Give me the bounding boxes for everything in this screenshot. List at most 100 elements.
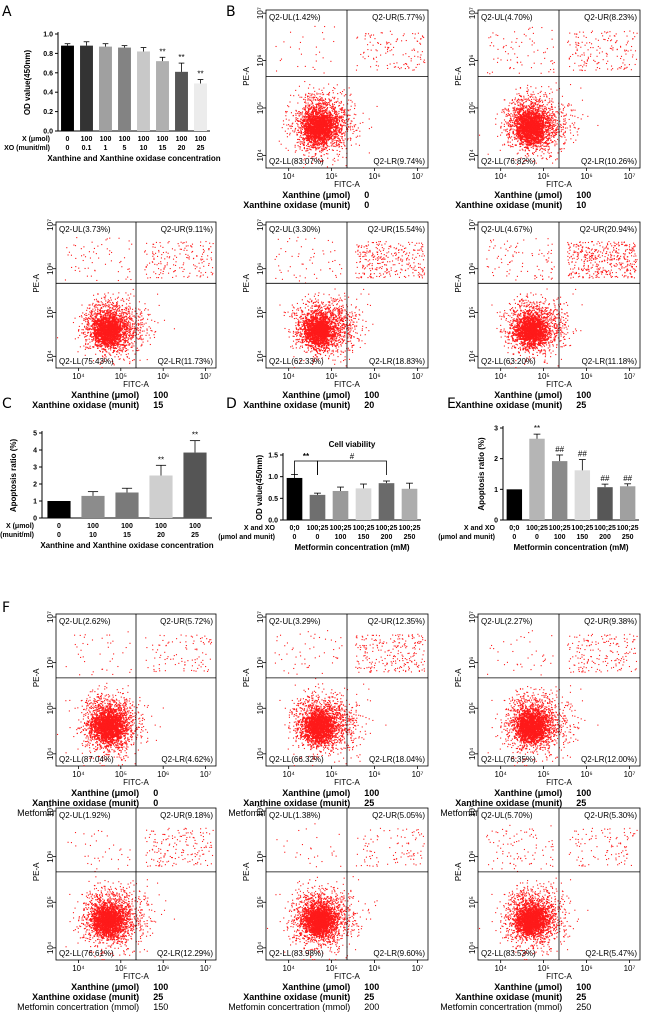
chart-a-xrow-label: 100 xyxy=(138,136,150,143)
flow-plot-3-q-ul: Q2-UL(3.73%) xyxy=(59,225,111,234)
flow-plot-4-caption-label: Xanthine (μmol) xyxy=(282,390,350,400)
chart-c-xorow-label: 0 xyxy=(57,532,61,539)
flow-plot-11-ytick-label: 10⁷ xyxy=(468,805,477,817)
flow-plot-9-caption-label: Metfomin concertration (mmol) xyxy=(17,1002,139,1012)
chart-a-xorow-label: 0.1 xyxy=(82,145,92,152)
chart-a-xorow-label: 10 xyxy=(140,145,148,152)
chart-e-significance: ## xyxy=(578,450,587,459)
flow-plot-8-ytick-label: 10⁶ xyxy=(468,657,477,669)
flow-plot-6-ylabel: PE-A xyxy=(32,668,41,687)
chart-a-xrow-label: 100 xyxy=(119,136,131,143)
chart-a-xorow-label: 1 xyxy=(104,145,108,152)
flow-plot-10-q-lr: Q2-LR(9.60%) xyxy=(373,949,425,958)
flow-plot-1-ylabel: PE-A xyxy=(242,66,251,85)
flow-plot-11-q-ll: Q2-LL(83.53%) xyxy=(481,949,536,958)
chart-a-xrow-label: 100 xyxy=(81,136,93,143)
flow-plot-10-caption-label: Xanthine (μmol) xyxy=(282,982,350,992)
flow-plot-9-xtick-label: 10⁶ xyxy=(157,964,169,973)
chart-e-xrow-label: 100;25 xyxy=(571,525,593,532)
flow-plot-8-q-ur: Q2-UR(9.38%) xyxy=(584,617,637,626)
flow-plot-8-xtick-label: 10⁵ xyxy=(538,770,550,779)
chart-d-xorow-label: 100 xyxy=(335,534,347,541)
flow-plot-11-caption-label: Xanthine oxidase (munit) xyxy=(455,992,562,1002)
flow-plot-7-ytick-label: 10⁷ xyxy=(256,611,265,623)
flow-plot-8-ylabel: PE-A xyxy=(454,668,463,687)
chart-e-xorow-label: 0 xyxy=(535,534,539,541)
flow-plot-2-caption-label: Xanthine (μmol) xyxy=(494,190,562,200)
chart-e-row-label: (μmol and munit) xyxy=(438,534,495,541)
flow-plot-2-q-lr: Q2-LR(10.26%) xyxy=(581,157,637,166)
flow-plot-6-q-ur: Q2-UR(5.72%) xyxy=(160,617,213,626)
flow-plot-9-events xyxy=(65,827,214,961)
flow-plot-7-q-ur: Q2-UR(12.35%) xyxy=(368,617,426,626)
flow-plot-4-caption-label: Xanthine oxidase (munit) xyxy=(243,400,350,410)
chart-a-ytick-label: 0.0 xyxy=(43,129,53,136)
chart-a-row-label: X (μmol) xyxy=(22,136,50,143)
flow-plot-2-q-ur: Q2-UR(8.23%) xyxy=(584,13,637,22)
chart-e-bar xyxy=(619,486,636,520)
flow-plot-1-q-ur: Q2-UR(5.77%) xyxy=(372,13,425,22)
chart-d-bracket xyxy=(317,460,387,475)
flow-plot-4-ytick-label: 10⁷ xyxy=(256,219,265,231)
flow-plot-1-xtick-label: 10⁶ xyxy=(368,172,380,181)
flow-plot-9-ylabel: PE-A xyxy=(32,862,41,881)
flow-plot-10-ytick-label: 10⁵ xyxy=(256,896,265,908)
chart-d-bar xyxy=(309,494,326,520)
flow-plot-11-caption-value: 250 xyxy=(576,1002,591,1012)
chart-d-xorow-label: 150 xyxy=(358,534,370,541)
flow-plot-6-xtick-label: 10⁴ xyxy=(72,770,85,779)
chart-a-xrow-label: 100 xyxy=(195,136,207,143)
flow-plot-5-q-lr: Q2-LR(11.18%) xyxy=(582,357,638,366)
panel-letter-e: E xyxy=(447,396,456,412)
chart-a-xrow-label: 100 xyxy=(100,136,112,143)
chart-a-xrow-label: 100 xyxy=(176,136,188,143)
chart-a-xorow-label: 0 xyxy=(66,145,70,152)
flow-plot-5-ytick-label: 10⁷ xyxy=(468,219,477,231)
flow-plot-1-caption-label: Xanthine (μmol) xyxy=(282,190,350,200)
flow-plot-11-ytick-label: 10⁴ xyxy=(468,941,477,954)
flow-plot-3-ytick-label: 10⁶ xyxy=(46,263,55,275)
chart-d-xorow-label: 200 xyxy=(381,534,393,541)
flow-plot-3-q-ll: Q2-LL(75.43%) xyxy=(59,357,114,366)
chart-e-significance: ** xyxy=(534,424,540,433)
chart-e-ylabel: Apoptosis ratio (%) xyxy=(477,437,486,511)
flow-plot-5-ytick-label: 10⁶ xyxy=(468,263,477,275)
chart-c-significance: ** xyxy=(158,455,164,464)
flow-plot-7-ylabel: PE-A xyxy=(242,668,251,687)
chart-a-xorow-label: 15 xyxy=(159,145,167,152)
flow-plot-10-q-ll: Q2-LL(83.98%) xyxy=(269,949,324,958)
flow-plot-10-xlabel: FITC-A xyxy=(334,972,360,981)
flow-plot-2-xtick-label: 10⁵ xyxy=(538,172,550,181)
chart-a-xorow-label: 5 xyxy=(123,145,127,152)
flow-plot-7-q-ul: Q2-UL(3.29%) xyxy=(269,617,321,626)
flow-plot-9-ytick-label: 10⁵ xyxy=(46,896,55,908)
chart-c-row-label: X (μmol) xyxy=(6,523,34,530)
chart-c-ytick-label: 3 xyxy=(33,465,37,472)
flow-plot-1-ytick-label: 10⁶ xyxy=(256,54,265,66)
flow-plot-1-xtick-label: 10⁴ xyxy=(283,172,296,181)
flow-plot-4-events xyxy=(274,236,426,369)
chart-e-ytick-label: 1 xyxy=(494,487,498,494)
flow-plot-1-xtick-label: 10⁵ xyxy=(326,172,338,181)
flow-plot-10-caption-value: 200 xyxy=(364,1002,379,1012)
chart-c-ytick-label: 4 xyxy=(33,448,37,455)
flow-plot-9-caption-value: 150 xyxy=(153,1002,168,1012)
chart-a-row-label: XO (munit/ml) xyxy=(4,145,50,152)
chart-a-bar xyxy=(80,45,93,131)
flow-plot-11-q-ul: Q2-UL(5.70%) xyxy=(481,811,533,820)
chart-e-bar xyxy=(529,438,545,520)
chart-e-significance: ## xyxy=(601,474,610,483)
flow-plot-6-xlabel: FITC-A xyxy=(123,778,149,787)
flow-plot-4-xtick-label: 10⁷ xyxy=(412,372,424,381)
flow-plot-6-events xyxy=(57,631,213,767)
chart-e-xorow-label: 250 xyxy=(622,534,634,541)
flow-plot-3-xtick-label: 10⁷ xyxy=(200,372,212,381)
chart-e-xorow-label: 0 xyxy=(512,534,516,541)
chart-a-bar xyxy=(194,83,207,131)
flow-plot-11-q-ur: Q2-UR(5.30%) xyxy=(584,811,637,820)
flow-plot-4-ytick-label: 10⁶ xyxy=(256,263,265,275)
flow-plot-5-xtick-label: 10⁶ xyxy=(580,372,592,381)
flow-plot-3-ytick-label: 10⁵ xyxy=(46,306,55,318)
chart-c-xrow-label: 100 xyxy=(87,523,99,530)
flow-plot-4-ylabel: PE-A xyxy=(242,273,251,292)
